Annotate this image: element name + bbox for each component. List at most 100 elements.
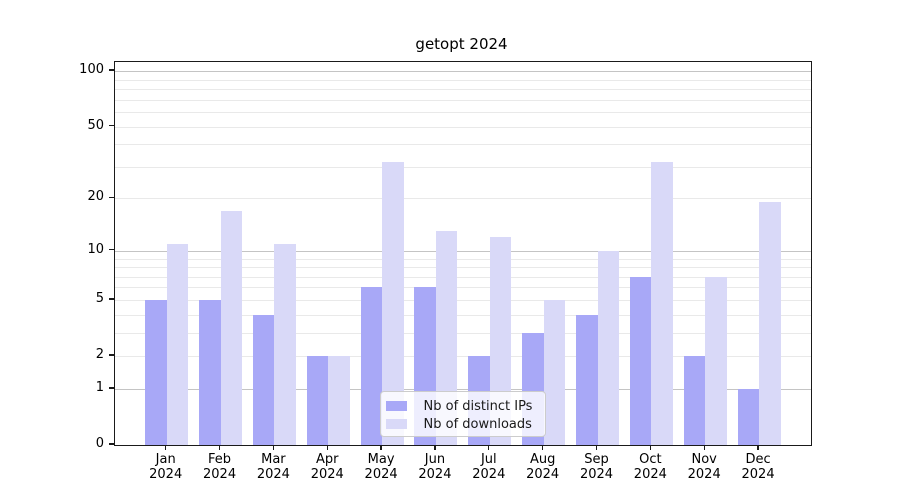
gridline-minor-80	[114, 89, 811, 91]
x-tick-jan	[165, 445, 167, 450]
x-label-month: Aug	[529, 452, 556, 467]
y-label-0: 0	[95, 436, 104, 451]
x-label-feb: Feb 2024	[192, 452, 248, 482]
y-tick-1	[108, 387, 114, 389]
bar-nb-of-downloads-apr	[328, 356, 350, 445]
x-tick-dec	[757, 445, 759, 450]
x-label-year: 2024	[579, 467, 614, 482]
x-tick-sep	[595, 445, 598, 450]
x-label-year: 2024	[364, 467, 398, 482]
gridline-minor-50	[114, 126, 811, 128]
bar-nb-of-downloads-sep	[597, 250, 619, 445]
x-tick-nov	[703, 445, 705, 450]
gridline-minor-90	[114, 79, 811, 81]
x-label-jun: Jun 2024	[407, 452, 463, 482]
x-label-month: Jun	[424, 452, 446, 467]
x-label-oct: Oct 2024	[622, 452, 678, 482]
x-label-month: Mar	[261, 452, 286, 467]
gridline-minor-30	[114, 166, 811, 168]
x-label-year: 2024	[472, 467, 506, 482]
bar-nb-of-distinct-ips-feb	[199, 299, 221, 445]
bar-nb-of-downloads-aug	[543, 299, 566, 445]
legend-swatch-downloads	[385, 419, 407, 429]
x-tick-feb	[218, 445, 221, 450]
x-label-year: 2024	[310, 467, 344, 482]
x-label-year: 2024	[256, 467, 290, 482]
bar-nb-of-distinct-ips-jan	[145, 299, 167, 445]
x-label-month: Nov	[691, 452, 717, 467]
x-label-month: Feb	[208, 452, 232, 467]
gridline-minor-9	[114, 258, 811, 260]
x-label-year: 2024	[687, 467, 721, 482]
gridline-minor-40	[114, 144, 811, 146]
y-label-50: 50	[87, 117, 104, 133]
x-label-month: Oct	[639, 452, 662, 467]
x-label-sep: Sep 2024	[569, 452, 625, 482]
x-label-jul: Jul 2024	[461, 452, 517, 482]
x-label-nov: Nov 2024	[676, 452, 732, 482]
x-label-aug: Aug 2024	[515, 452, 571, 482]
bar-nb-of-distinct-ips-nov	[683, 356, 706, 445]
x-tick-aug	[541, 445, 544, 450]
y-label-10: 10	[87, 241, 104, 257]
x-label-month: Dec	[745, 452, 771, 467]
y-tick-0	[108, 443, 114, 445]
gridline-major-10	[114, 250, 811, 252]
x-tick-jul	[488, 445, 490, 450]
x-label-month: Sep	[584, 452, 609, 467]
y-tick-100	[108, 69, 114, 71]
x-label-year: 2024	[418, 467, 452, 482]
chart-title: getopt 2024	[415, 35, 508, 53]
bar-nb-of-downloads-oct	[651, 161, 673, 445]
x-label-apr: Apr 2024	[299, 452, 355, 482]
bar-nb-of-downloads-feb	[220, 210, 243, 445]
gridline-minor-6	[114, 287, 811, 289]
x-label-month: Jan	[155, 452, 176, 467]
x-tick-jun	[434, 445, 436, 450]
x-label-dec: Dec 2024	[730, 452, 786, 482]
legend-item-distinct-ips: Nb of distinct IPs	[385, 397, 545, 415]
x-label-month: May	[367, 452, 395, 467]
y-label-2: 2	[95, 347, 104, 363]
gridline-minor-7	[114, 276, 811, 278]
gridline-minor-70	[114, 99, 811, 101]
x-label-year: 2024	[149, 467, 183, 482]
y-tick-5	[108, 298, 114, 300]
bar-nb-of-downloads-nov	[705, 276, 727, 445]
x-label-jan: Jan 2024	[138, 452, 194, 482]
y-tick-20	[108, 196, 114, 199]
x-tick-may	[380, 445, 382, 450]
x-label-year: 2024	[526, 467, 560, 482]
x-label-mar: Mar 2024	[245, 452, 301, 482]
bar-nb-of-distinct-ips-apr	[306, 356, 329, 445]
gridline-minor-5	[114, 299, 811, 301]
bar-nb-of-downloads-may	[382, 161, 404, 445]
bar-nb-of-downloads-mar	[274, 243, 296, 445]
gridline-minor-8	[114, 267, 811, 269]
x-label-year: 2024	[741, 467, 775, 482]
x-label-month: Apr	[316, 452, 339, 467]
x-label-year: 2024	[203, 467, 237, 482]
y-label-20: 20	[87, 189, 104, 205]
gridline-major-1	[114, 388, 811, 390]
bar-nb-of-distinct-ips-dec	[737, 388, 760, 445]
legend-swatch-distinct-ips	[385, 401, 407, 411]
legend: Nb of distinct IPs Nb of downloads	[379, 391, 546, 437]
x-label-month: Jul	[480, 452, 497, 467]
bar-nb-of-downloads-dec	[759, 202, 781, 445]
plot-area: Nb of distinct IPs Nb of downloads	[113, 61, 812, 446]
bar-nb-of-distinct-ips-may	[360, 287, 383, 445]
legend-label-downloads: Nb of downloads	[423, 416, 532, 432]
x-label-year: 2024	[633, 467, 667, 482]
x-tick-apr	[326, 445, 328, 450]
bar-nb-of-distinct-ips-oct	[629, 276, 652, 445]
y-tick-10	[108, 249, 114, 251]
gridlines-layer	[114, 62, 811, 445]
y-label-100: 100	[79, 62, 104, 78]
bars-layer	[115, 62, 812, 445]
x-tick-mar	[272, 445, 275, 450]
gridline-major-100	[114, 71, 811, 73]
y-label-1: 1	[95, 379, 104, 395]
y-tick-2	[108, 354, 114, 356]
